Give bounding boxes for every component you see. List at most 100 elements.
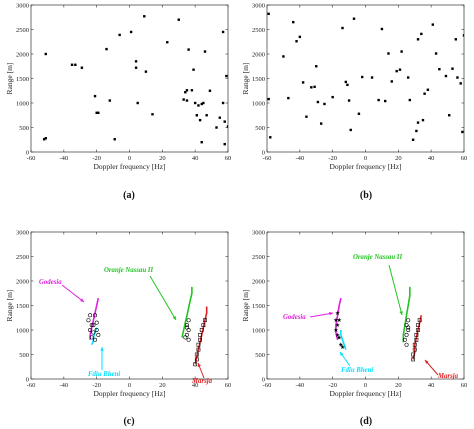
data-point: ★	[337, 334, 342, 341]
data-point	[198, 118, 202, 122]
annotation-label: Marsja	[437, 373, 459, 380]
y-tick-label: 1000	[252, 327, 265, 334]
data-point	[223, 142, 226, 146]
y-tick-label: 0	[262, 149, 265, 156]
data-point	[448, 114, 451, 117]
data-point	[44, 137, 47, 140]
data-point	[218, 116, 221, 119]
plot-frame	[266, 4, 465, 153]
data-point	[196, 342, 201, 347]
data-point	[380, 27, 384, 31]
data-point	[143, 15, 146, 18]
data-point	[282, 55, 285, 58]
data-point	[226, 125, 228, 128]
panel-label: (c)	[123, 416, 134, 427]
x-tick-label: -40	[295, 382, 304, 389]
data-point	[129, 30, 133, 34]
data-point	[144, 70, 148, 73]
data-point	[187, 48, 190, 51]
data-point	[193, 101, 197, 105]
data-point: ★	[337, 317, 342, 324]
data-point	[151, 113, 154, 116]
x-tick-label: 40	[192, 155, 199, 162]
data-point	[398, 68, 402, 71]
data-point	[352, 17, 356, 20]
y-tick-label: 1500	[16, 303, 29, 310]
marks-group: ★★★★★★★★★	[333, 286, 423, 362]
data-point	[221, 101, 225, 105]
data-point	[331, 95, 334, 99]
data-point	[182, 98, 185, 101]
data-point: ★	[340, 344, 345, 351]
x-tick-label: -60	[263, 382, 272, 389]
x-tick-label: 0	[364, 155, 367, 162]
marks-group	[267, 12, 464, 141]
data-point	[426, 88, 430, 91]
data-point	[185, 99, 189, 102]
data-point	[416, 121, 420, 124]
data-point	[94, 327, 99, 332]
y-tick-label: 0	[262, 376, 265, 383]
data-point	[361, 75, 364, 79]
data-point	[136, 101, 139, 105]
annotation-arrowhead	[399, 311, 403, 315]
y-axis-label: Range [m]	[5, 290, 14, 322]
x-tick-label: -60	[263, 155, 272, 162]
data-point	[319, 122, 323, 125]
annotation-label: Oranje Nassau II	[104, 267, 153, 274]
data-point	[166, 41, 169, 44]
data-point	[387, 52, 390, 55]
annotation-arrowhead	[425, 360, 429, 364]
x-tick-label: -20	[92, 155, 101, 162]
annotation-arrow	[61, 284, 85, 303]
chart-panel-2: -60 -40 -20 0 20 40 60 0 500 1000 1500 2000 2500 3000…	[241, 2, 467, 201]
data-point	[323, 102, 326, 106]
y-tick-label: 2000	[252, 278, 265, 285]
data-point	[269, 136, 272, 139]
data-point	[183, 335, 188, 340]
data-point	[404, 332, 409, 337]
annotation-arrowhead	[80, 298, 84, 302]
data-point	[198, 332, 202, 337]
data-point	[134, 60, 138, 63]
data-point	[431, 23, 435, 26]
data-point	[205, 114, 208, 117]
y-axis-label: Range [m]	[5, 63, 14, 95]
data-point	[406, 318, 411, 323]
series-line-fdiu-bheni	[340, 330, 347, 350]
data-point	[451, 67, 454, 70]
y-tick-label: 1500	[16, 76, 29, 83]
data-point	[86, 318, 91, 323]
series-line-fdiu-bheni	[90, 327, 98, 346]
data-point	[313, 85, 316, 89]
data-point	[89, 323, 94, 328]
data-point	[287, 96, 290, 100]
data-point	[406, 76, 410, 79]
data-point	[459, 82, 462, 85]
data-point	[203, 50, 207, 53]
data-point	[416, 38, 420, 41]
data-point	[74, 63, 77, 66]
plot-frame	[30, 4, 229, 153]
y-tick-label: 1000	[16, 327, 29, 334]
data-point	[186, 318, 191, 323]
data-point	[88, 327, 93, 332]
data-point	[454, 38, 457, 41]
y-tick-label: 3000	[252, 229, 265, 236]
data-point	[225, 74, 228, 78]
x-tick-label: -60	[27, 382, 36, 389]
data-point	[349, 128, 352, 132]
data-point	[414, 332, 419, 337]
annotation-arrow	[309, 312, 334, 318]
data-point	[341, 26, 344, 30]
data-point	[215, 126, 218, 129]
x-tick-label: -20	[92, 382, 101, 389]
y-tick-label: 1000	[16, 100, 29, 107]
data-point	[88, 313, 93, 318]
x-tick-label: 60	[461, 155, 468, 162]
x-tick-label: -60	[27, 155, 36, 162]
data-point	[346, 83, 349, 87]
y-tick-label: 2000	[16, 278, 29, 285]
data-point	[298, 35, 302, 39]
data-point: ★	[335, 322, 340, 329]
